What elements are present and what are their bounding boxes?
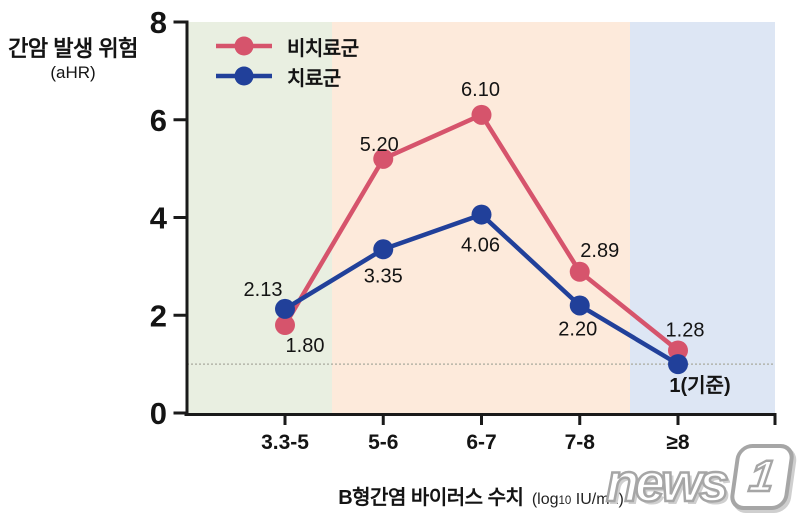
- band-0: [188, 22, 332, 414]
- data-point-0-2: [471, 104, 492, 125]
- legend-label: 치료군: [287, 67, 341, 90]
- data-point-1-1: [373, 239, 394, 260]
- data-point-label: 4.06: [461, 235, 500, 257]
- legend-dot: [234, 66, 254, 86]
- band-2: [630, 22, 775, 414]
- data-point-label: 2.20: [558, 318, 597, 340]
- y-axis-title-text: 간암 발생 위험: [8, 36, 138, 61]
- data-point-label: 1.80: [286, 335, 325, 357]
- x-axis-title-unit: (log10 IU/mL): [531, 491, 624, 508]
- data-point-label: 1.28: [666, 319, 705, 341]
- data-point-label: 2.13: [244, 279, 283, 301]
- legend-marker-icon: [216, 36, 272, 56]
- y-tick-labels: 0 2 4 6 8: [150, 5, 168, 431]
- data-series: [275, 104, 688, 375]
- legend-marker-icon: [216, 66, 272, 86]
- data-point-1-0: [275, 298, 295, 319]
- x-axis-title: B형간염 바이러스 수치 (log10 IU/mL): [187, 481, 775, 510]
- legend-dot: [234, 36, 254, 56]
- news1-badge-digit: 1: [745, 451, 779, 503]
- y-tick-label: 6: [150, 103, 167, 138]
- data-point-0-3: [569, 261, 590, 282]
- y-axis-title-unit: (aHR): [50, 63, 96, 83]
- legend-label: 비치료군: [287, 37, 359, 60]
- news1-watermark: news 1: [605, 444, 796, 513]
- x-tick-label: 7-8: [565, 431, 596, 454]
- y-axis-title: 간암 발생 위험 (aHR): [4, 36, 142, 83]
- data-point-0-0: [275, 315, 295, 336]
- legend-item-0: 비치료군: [215, 33, 359, 60]
- x-axis-title-text: B형간염 바이러스 수치: [338, 487, 524, 509]
- data-point-0-1: [373, 148, 394, 169]
- data-point-label: 1(기준): [669, 374, 730, 397]
- data-point-1-4: [668, 354, 688, 375]
- y-tick-label: 8: [150, 5, 167, 40]
- data-point-1-2: [471, 204, 492, 225]
- x-tick-label: 5-6: [368, 431, 398, 454]
- x-tick-label: 6-7: [466, 431, 496, 454]
- y-tick-label: 2: [150, 298, 167, 333]
- y-tick-label: 0: [150, 396, 167, 431]
- data-point-0-4: [668, 340, 688, 361]
- y-tick-label: 4: [150, 201, 168, 236]
- news1-logo-text: news: [605, 453, 731, 513]
- data-point-label: 5.20: [360, 134, 399, 156]
- x-tick-labels: 3.3-5 5-6 6-7 7-8 ≥8: [261, 431, 690, 454]
- data-point-labels: 1.80 5.20 6.10 2.89 1.28 2.13 3.35 4.06 2.20 1(기준…: [244, 79, 731, 397]
- x-tick-label: 3.3-5: [261, 431, 309, 454]
- axes: [173, 20, 777, 425]
- data-point-label: 6.10: [461, 79, 500, 101]
- x-tick-label: ≥8: [666, 431, 690, 454]
- news1-badge: 1: [728, 444, 796, 510]
- data-point-label: 2.89: [580, 240, 619, 262]
- data-point-label: 3.35: [364, 265, 403, 287]
- legend-item-1: 치료군: [215, 63, 359, 90]
- data-point-1-3: [569, 295, 590, 316]
